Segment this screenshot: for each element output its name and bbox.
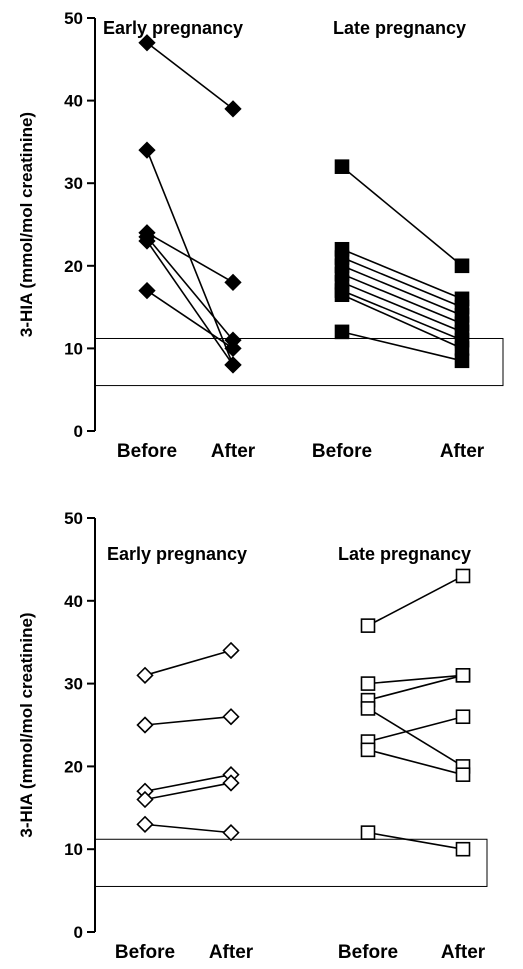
square-marker-after (454, 341, 470, 356)
square-marker-after (455, 709, 471, 725)
pair-connector-line (341, 166, 463, 267)
x-category-label: After (440, 441, 485, 462)
y-tick-label: 50 (64, 509, 83, 528)
pair-connector-line (367, 575, 464, 627)
diamond-marker-before (136, 790, 154, 809)
x-category-label: Before (338, 942, 398, 963)
y-tick-label: 20 (64, 757, 83, 776)
x-category-label: After (211, 441, 256, 462)
square-marker-before (334, 287, 350, 303)
pair-connector-line (367, 749, 464, 776)
square-marker-before (334, 324, 350, 340)
pair-connector-line (144, 773, 232, 793)
x-category-label: After (209, 942, 254, 963)
series-late (360, 568, 471, 857)
diamond-marker-before (136, 716, 154, 734)
group-title: Early pregnancy (107, 544, 247, 564)
y-tick-label: 30 (64, 174, 83, 193)
diamond-marker-before (138, 281, 156, 300)
chart-panel-1: 0 10 20 30 40 50 3-HIA (mmol/mol creatinine) Be… (17, 9, 504, 462)
chart-panel-2: 0 10 20 30 40 50 3-HIA (mmol/mol creatinine) Be… (17, 509, 488, 963)
square-marker-after (455, 568, 471, 584)
pair-connector-line (367, 674, 464, 701)
series-early (136, 641, 240, 842)
pair-connector-line (146, 232, 234, 284)
pair-connector-line (341, 331, 463, 362)
reference-range-box (94, 337, 504, 387)
pair-connector-line (341, 289, 463, 341)
y-tick-label: 0 (74, 422, 83, 441)
square-marker-after (455, 668, 471, 683)
pair-connector-line (144, 823, 232, 834)
diamond-marker-after (224, 100, 242, 118)
diamond-marker-after (222, 824, 240, 842)
pair-connector-line (146, 236, 234, 341)
diamond-marker-after (224, 273, 242, 291)
pair-connector-line (341, 248, 463, 300)
pair-connector-line (367, 715, 464, 743)
square-marker-after (455, 767, 471, 782)
diamond-marker-after (222, 708, 240, 726)
reference-range-box (94, 838, 488, 887)
pair-connector-line (144, 782, 232, 801)
square-marker-before (360, 701, 376, 716)
pair-connector-line (146, 240, 234, 366)
pair-connector-line (144, 649, 232, 677)
pair-connector-line (341, 293, 463, 350)
square-marker-before (334, 159, 350, 174)
square-marker-before (360, 618, 376, 633)
diamond-marker-before (138, 34, 156, 52)
square-marker-before (360, 825, 376, 840)
group-title: Early pregnancy (103, 18, 243, 38)
y-tick-label: 30 (64, 675, 83, 694)
diamond-marker-before (138, 232, 156, 250)
pair-connector-line (341, 273, 463, 325)
diamond-marker-after (222, 774, 240, 792)
pair-connector-line (341, 256, 463, 308)
diamond-marker-after (222, 641, 240, 660)
pair-connector-line (367, 707, 464, 768)
y-tick-label: 20 (64, 257, 83, 276)
pair-connector-line (341, 281, 463, 333)
square-marker-after (454, 258, 470, 274)
pair-connector-line (367, 674, 464, 685)
group-title: Late pregnancy (338, 544, 471, 564)
square-marker-after (455, 841, 471, 857)
diamond-marker-after (224, 339, 242, 358)
group-title: Late pregnancy (333, 18, 466, 38)
y-axis-label: 3-HIA (mmol/mol creatinine) (17, 612, 36, 837)
y-axis-label: 3-HIA (mmol/mol creatinine) (17, 112, 36, 337)
y-tick-label: 10 (64, 840, 83, 859)
x-category-label: Before (312, 441, 372, 462)
square-marker-before (360, 676, 376, 691)
pair-connector-line (341, 265, 463, 317)
x-category-label: Before (115, 942, 175, 963)
diamond-marker-after (224, 356, 242, 374)
y-tick-label: 0 (74, 923, 83, 942)
y-tick-label: 40 (64, 92, 83, 111)
diamond-marker-before (136, 666, 154, 684)
x-category-label: After (441, 942, 486, 963)
diamond-marker-before (138, 141, 156, 159)
pair-connector-line (146, 42, 234, 110)
series-late (334, 159, 470, 369)
pair-connector-line (146, 289, 234, 350)
series-early (138, 34, 242, 374)
pair-connector-line (367, 831, 464, 850)
x-category-label: Before (117, 441, 177, 462)
y-tick-label: 10 (64, 339, 83, 358)
square-marker-after (454, 353, 470, 369)
diamond-marker-before (136, 815, 154, 833)
pair-connector-line (144, 715, 232, 726)
y-tick-label: 40 (64, 592, 83, 611)
y-tick-label: 50 (64, 9, 83, 28)
square-marker-before (360, 742, 376, 758)
